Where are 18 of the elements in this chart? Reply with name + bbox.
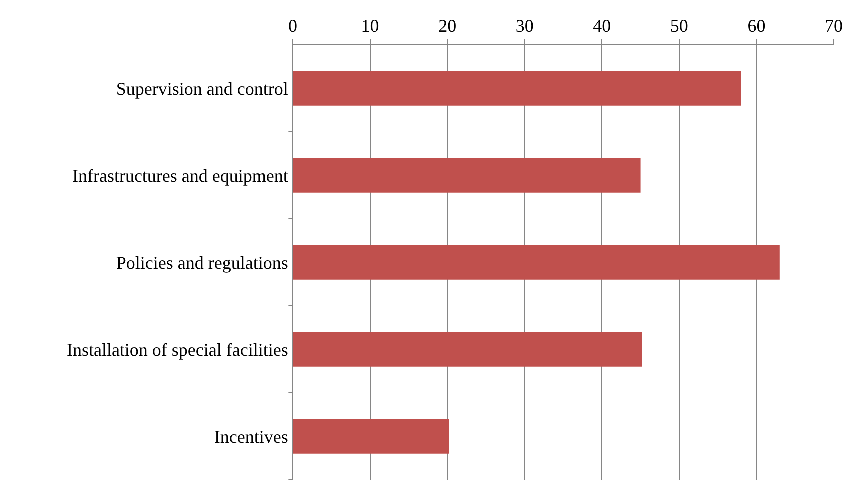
y-tick-label: Policies and regulations bbox=[116, 252, 288, 273]
bar bbox=[293, 245, 780, 280]
bar bbox=[293, 158, 641, 193]
y-tick-label: Incentives bbox=[214, 426, 288, 447]
x-tick-label: 20 bbox=[438, 16, 457, 36]
x-tick-label: 50 bbox=[670, 16, 688, 36]
y-tick-label: Infrastructures and equipment bbox=[72, 166, 288, 186]
x-tick-label: 70 bbox=[825, 16, 843, 36]
x-tick-label: 0 bbox=[288, 16, 298, 36]
bar bbox=[293, 419, 450, 454]
x-tick-label: 40 bbox=[593, 16, 612, 36]
x-tick-label: 60 bbox=[748, 16, 766, 36]
y-tick-label: Supervision and control bbox=[116, 78, 288, 99]
bar bbox=[293, 332, 642, 367]
x-tick-label: 10 bbox=[361, 16, 380, 36]
bar bbox=[293, 71, 742, 106]
x-tick-label: 30 bbox=[516, 16, 534, 36]
y-tick-label: Installation of special facilities bbox=[66, 340, 288, 360]
